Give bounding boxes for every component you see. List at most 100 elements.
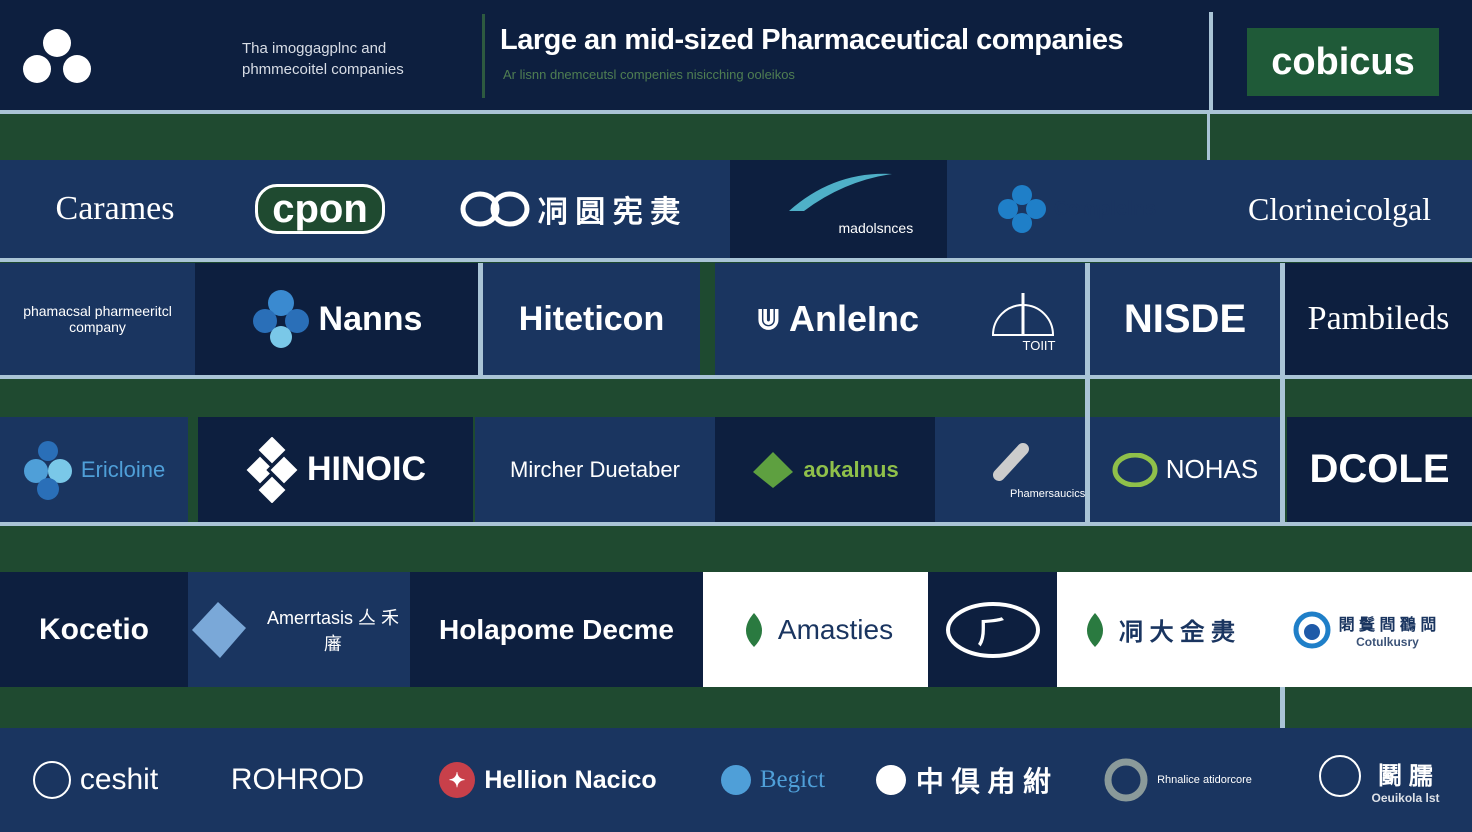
- company-name: AnleInc: [789, 298, 920, 339]
- company-name: Phamersaucics: [1010, 488, 1085, 500]
- oval-emblem-icon: [945, 601, 1040, 658]
- company-subtitle: Oeuikola lst: [1371, 790, 1440, 805]
- company-name: DCOLE: [1309, 447, 1450, 491]
- company-name: ⺁: [977, 616, 1008, 650]
- company-name: Rhnalice atidorcore: [1157, 774, 1252, 786]
- company-name: Amasties: [777, 613, 894, 645]
- logo-mark-icon: [875, 765, 906, 795]
- company-logo: phamacsal pharmeeritcl company: [0, 263, 195, 375]
- page-subtitle: Ar lisnn dnemceutsl compenies nisicching…: [503, 67, 795, 82]
- drop-icon: [23, 440, 72, 500]
- tagline: Tha imoggagplnc and phmmecoitel companie…: [242, 40, 404, 78]
- three-circles-icon: [23, 29, 91, 83]
- divider: [0, 110, 1472, 114]
- company-name: Kocetio: [38, 612, 149, 646]
- company-logo: 鬬 臑 Oeuikola lst: [1285, 728, 1472, 832]
- company-logo: Pambileds: [1285, 263, 1472, 375]
- green-band: [0, 527, 1472, 572]
- company-name: madolsnces: [838, 220, 914, 236]
- company-logo: 㓊 ⼤ 佱 㶳: [1057, 572, 1257, 687]
- company-logo: Rhnalice atidorcore: [1070, 728, 1285, 832]
- company-subtitle: Cotulkusry: [1356, 634, 1419, 649]
- company-logo: Kocetio: [0, 572, 188, 687]
- company-logo: Complelns: [947, 160, 1207, 258]
- company-name: Pambileds: [1307, 300, 1450, 337]
- green-band: [0, 377, 1472, 417]
- swirl-icon: [1104, 758, 1148, 802]
- company-name: Holapome Decme: [439, 613, 674, 645]
- divider: [1280, 687, 1285, 728]
- company-name: Carames: [55, 190, 175, 227]
- company-logo: Begict: [690, 728, 855, 832]
- divider: [1085, 263, 1090, 523]
- divider: [1280, 263, 1285, 523]
- page-title: Large an mid-sized Pharmaceutical compan…: [500, 24, 1124, 56]
- leaf-icon: [753, 451, 794, 488]
- ring-icon: [1112, 452, 1158, 487]
- company-name: Amerrtasis 亼 ⽲ 㢖: [266, 607, 399, 654]
- divider: [478, 263, 483, 375]
- company-name: ceshit: [79, 763, 159, 796]
- company-name: 㓊 ⼤ 佱 㶳: [1118, 619, 1235, 646]
- red-emblem-icon: ✦: [439, 762, 476, 798]
- company-logo: ✦ Hellion Nacico: [405, 728, 690, 832]
- swoosh-icon: [788, 173, 892, 211]
- company-logo: ⋓ AnleInc: [715, 263, 960, 375]
- company-name: 中 倶 甪 紨: [915, 766, 1052, 797]
- company-name: Clorineicolgal: [1247, 190, 1432, 227]
- company-logo: NOHAS: [1090, 417, 1280, 522]
- company-logo: Carames: [0, 160, 230, 258]
- company-logo: Ericloine: [0, 417, 188, 522]
- company-logo: Amasties: [703, 572, 928, 687]
- logo-mark-icon: ⋓: [755, 302, 782, 336]
- company-logo: Nanns: [195, 263, 478, 375]
- company-logo: aokalnus: [715, 417, 935, 522]
- divider: [1209, 12, 1213, 110]
- head-profile-icon: [1319, 755, 1362, 797]
- divider: [0, 258, 1472, 262]
- company-name: Complelns: [1053, 197, 1157, 220]
- company-logo: ceshit: [0, 728, 190, 832]
- company-logo: Clorineicolgal: [1207, 160, 1472, 258]
- company-logo: madolsnces: [730, 160, 947, 258]
- svg-text:✦: ✦: [449, 770, 466, 792]
- logo-mark-icon: [460, 191, 530, 227]
- c-mark-icon: [32, 761, 71, 799]
- company-logo: 中 倶 甪 紨: [855, 728, 1070, 832]
- brand-logo: cobicus: [1247, 28, 1439, 96]
- company-name: cpon: [255, 183, 385, 234]
- caduceus-emblem-icon: [991, 293, 1054, 336]
- eye-icon: [1293, 611, 1331, 648]
- company-logo: cpon: [230, 160, 410, 258]
- diamond-cross-icon: [997, 185, 1046, 233]
- company-name: 䦒 鬕 閰 鸐 閊: [1338, 616, 1437, 634]
- green-band: [0, 115, 1472, 160]
- leaf-icon: [745, 612, 762, 647]
- company-name: Hiteticon: [518, 299, 665, 338]
- crystal-icon: [192, 601, 246, 658]
- company-name: Nanns: [318, 299, 423, 338]
- company-name: HINOIC: [307, 450, 426, 488]
- divider: [0, 522, 1472, 526]
- dots-icon: [252, 290, 309, 348]
- company-logo: HINOIC: [198, 417, 473, 522]
- company-name: Ericloine: [80, 456, 166, 482]
- company-name: Mircher Duetaber: [510, 456, 680, 482]
- leaf-icon: [1086, 612, 1103, 647]
- company-name: 㓊 圆 宪 㶳: [537, 196, 681, 229]
- company-logo: Holapome Decme: [410, 572, 703, 687]
- company-name: TOIIT: [1022, 338, 1056, 353]
- company-name: aokalnus: [803, 456, 899, 482]
- company-logo: Hiteticon: [483, 263, 700, 375]
- company-logo: DCOLE: [1287, 417, 1472, 522]
- logo-mark-icon: [993, 443, 1029, 481]
- company-name: ROHROD: [230, 763, 365, 796]
- company-name: Hellion Nacico: [484, 765, 657, 794]
- divider: [1207, 110, 1210, 160]
- company-name: NOHAS: [1165, 454, 1259, 484]
- divider: [0, 375, 1472, 379]
- header: Tha imoggagplnc and phmmecoitel companie…: [0, 0, 1472, 110]
- company-logo: NISDE: [1090, 263, 1280, 375]
- company-name: Begict: [759, 766, 826, 793]
- company-logo: ⺁: [928, 572, 1057, 687]
